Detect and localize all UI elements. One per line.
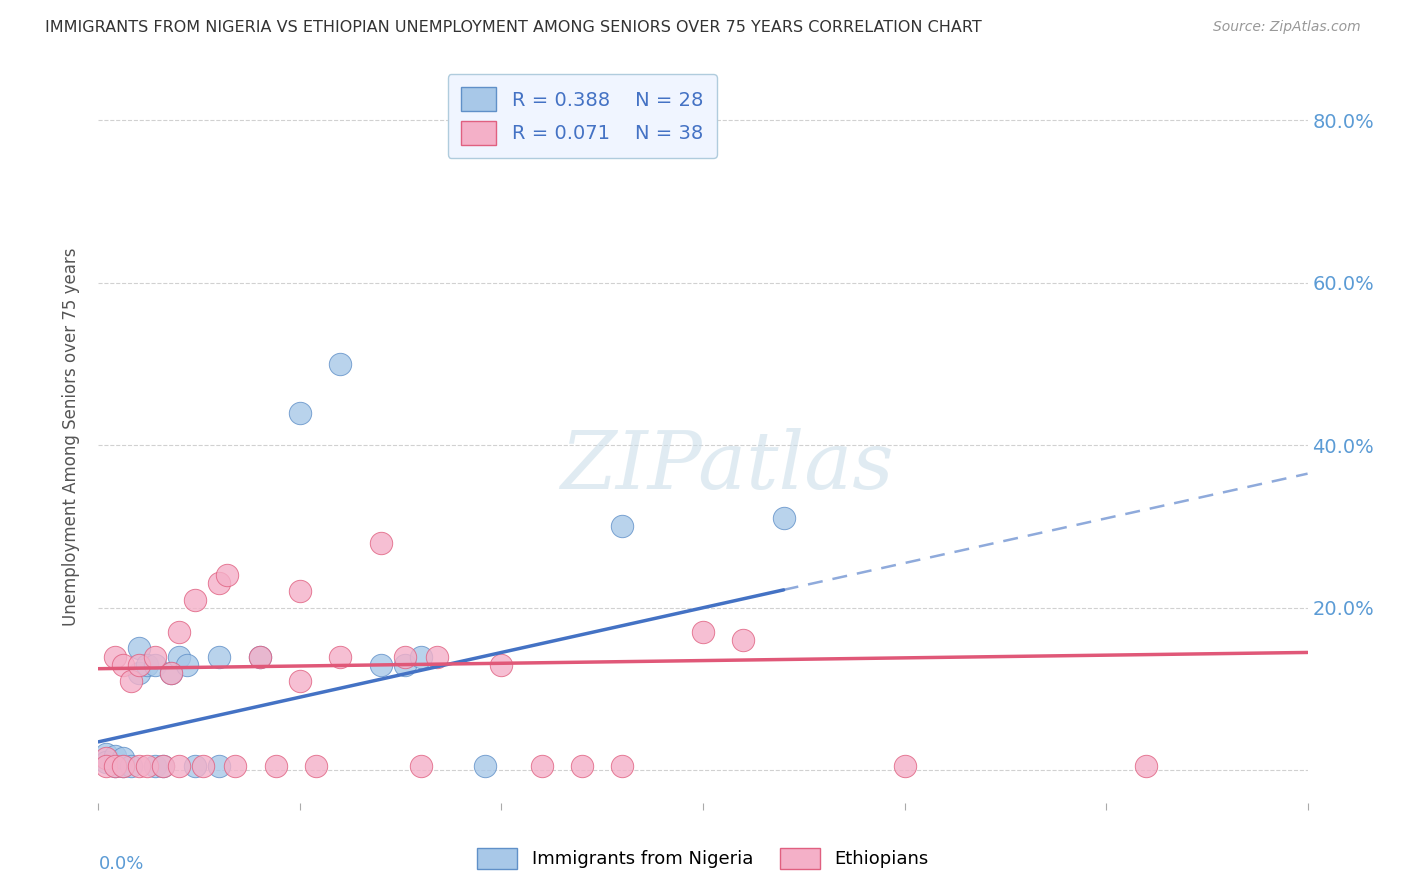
Text: ZIPatlas: ZIPatlas xyxy=(561,427,894,505)
Text: 0.0%: 0.0% xyxy=(98,855,143,873)
Point xyxy=(176,657,198,672)
Point xyxy=(167,649,190,664)
Point xyxy=(305,759,328,773)
Point xyxy=(143,759,166,773)
Text: Source: ZipAtlas.com: Source: ZipAtlas.com xyxy=(1213,20,1361,34)
Point xyxy=(409,649,432,664)
Point xyxy=(612,519,634,533)
Point xyxy=(128,665,150,680)
Point xyxy=(530,759,553,773)
Point xyxy=(1135,759,1157,773)
Legend: Immigrants from Nigeria, Ethiopians: Immigrants from Nigeria, Ethiopians xyxy=(470,840,936,876)
Point xyxy=(370,535,392,549)
Point xyxy=(288,584,311,599)
Point xyxy=(249,649,271,664)
Point xyxy=(426,649,449,664)
Point xyxy=(152,759,174,773)
Point xyxy=(224,759,246,773)
Point xyxy=(893,759,915,773)
Point xyxy=(103,759,125,773)
Point xyxy=(135,759,157,773)
Point xyxy=(160,665,183,680)
Point xyxy=(96,759,118,773)
Point xyxy=(249,649,271,664)
Point xyxy=(370,657,392,672)
Point xyxy=(208,759,231,773)
Point xyxy=(128,759,150,773)
Point xyxy=(167,759,190,773)
Point xyxy=(152,759,174,773)
Point xyxy=(329,649,352,664)
Point xyxy=(184,759,207,773)
Point xyxy=(135,657,157,672)
Point xyxy=(394,657,416,672)
Point xyxy=(208,576,231,591)
Point xyxy=(571,759,593,773)
Point xyxy=(329,357,352,371)
Point xyxy=(772,511,794,525)
Point xyxy=(111,657,134,672)
Point xyxy=(111,759,134,773)
Point xyxy=(217,568,239,582)
Point xyxy=(264,759,287,773)
Legend: R = 0.388    N = 28, R = 0.071    N = 38: R = 0.388 N = 28, R = 0.071 N = 38 xyxy=(447,74,717,158)
Point xyxy=(692,625,714,640)
Point xyxy=(193,759,215,773)
Point xyxy=(288,673,311,688)
Point xyxy=(167,625,190,640)
Y-axis label: Unemployment Among Seniors over 75 years: Unemployment Among Seniors over 75 years xyxy=(62,248,80,626)
Point xyxy=(103,759,125,773)
Point xyxy=(96,755,118,769)
Point xyxy=(394,649,416,664)
Point xyxy=(111,751,134,765)
Point xyxy=(103,748,125,763)
Point xyxy=(184,592,207,607)
Point xyxy=(409,759,432,773)
Point xyxy=(96,751,118,765)
Point xyxy=(491,657,513,672)
Point xyxy=(143,649,166,664)
Point xyxy=(128,657,150,672)
Point xyxy=(96,747,118,761)
Point xyxy=(120,673,142,688)
Text: IMMIGRANTS FROM NIGERIA VS ETHIOPIAN UNEMPLOYMENT AMONG SENIORS OVER 75 YEARS CO: IMMIGRANTS FROM NIGERIA VS ETHIOPIAN UNE… xyxy=(45,20,981,35)
Point xyxy=(208,649,231,664)
Point xyxy=(103,649,125,664)
Point xyxy=(120,759,142,773)
Point xyxy=(111,759,134,773)
Point xyxy=(612,759,634,773)
Point xyxy=(474,759,496,773)
Point xyxy=(160,665,183,680)
Point xyxy=(733,633,755,648)
Point xyxy=(128,641,150,656)
Point xyxy=(143,657,166,672)
Point xyxy=(288,406,311,420)
